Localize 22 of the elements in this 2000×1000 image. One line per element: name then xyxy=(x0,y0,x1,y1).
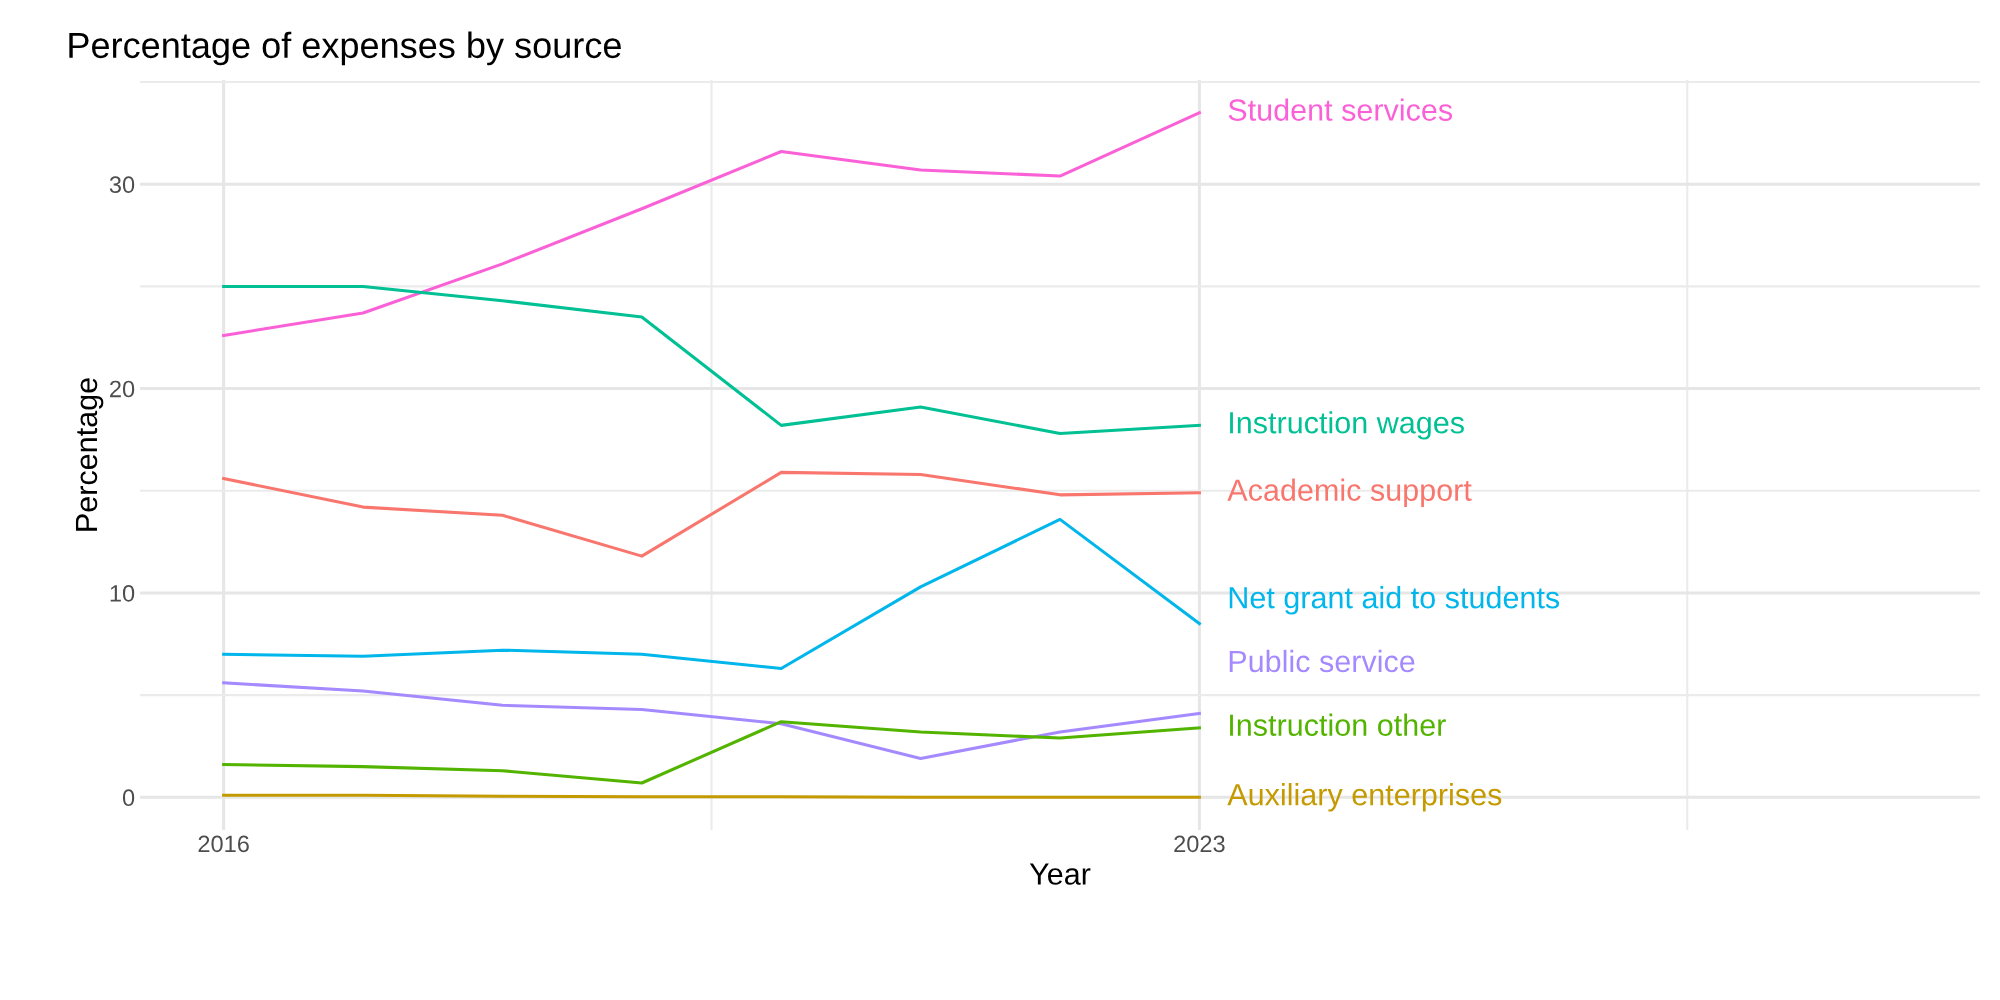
x-tick-label: 2016 xyxy=(198,835,249,853)
y-axis-title: Percentage xyxy=(75,378,104,531)
chart-title: Percentage of expenses by source xyxy=(69,31,621,66)
y-tick-label: 20 xyxy=(110,380,135,398)
series-label: Auxiliary enterprises xyxy=(1227,783,1502,812)
x-tick-label: 2023 xyxy=(1174,835,1225,853)
y-tick-label: 0 xyxy=(122,789,135,807)
y-tick-label: 30 xyxy=(109,176,135,194)
y-tick-label: 10 xyxy=(110,585,135,602)
x-axis-title: Year xyxy=(1029,863,1091,885)
line-series xyxy=(222,284,1201,436)
line-series xyxy=(222,517,1201,671)
line-series xyxy=(222,470,1201,558)
line-series xyxy=(222,111,1201,337)
series-label: Student services xyxy=(1228,98,1453,121)
series-label: Net grant aid to students xyxy=(1229,586,1560,615)
line-series xyxy=(222,681,1201,760)
series-label: Instruction wages xyxy=(1230,411,1464,440)
series-label: Instruction other xyxy=(1230,713,1446,737)
series-label: Public service xyxy=(1229,649,1415,673)
series-label: Academic support xyxy=(1227,478,1472,508)
line-series xyxy=(222,720,1201,785)
